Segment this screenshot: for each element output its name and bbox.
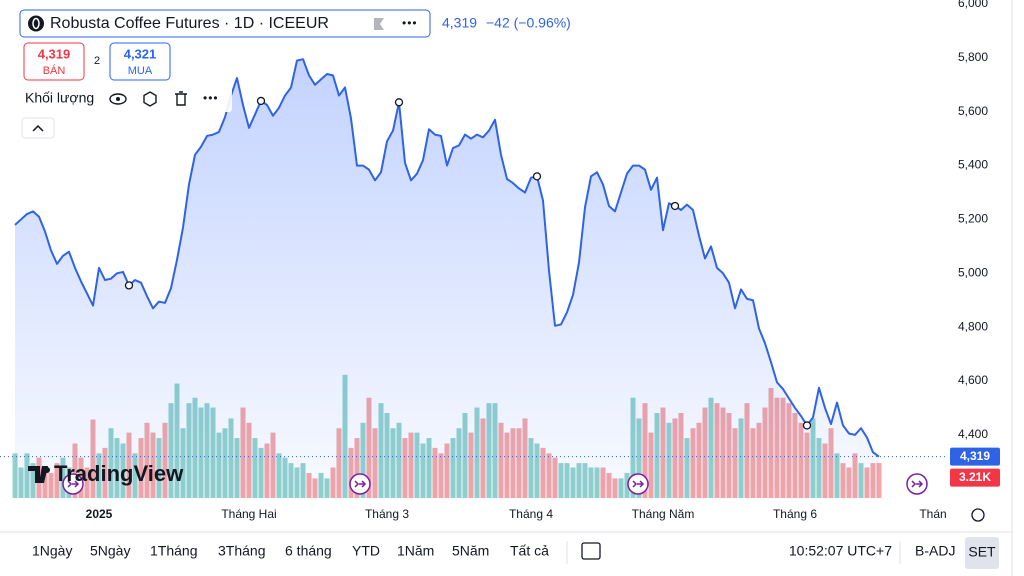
flag-icon[interactable] xyxy=(374,18,384,30)
y-tick-label: 6,000 xyxy=(958,0,988,10)
x-tick-label: Thán xyxy=(919,507,946,521)
x-tick-label: Tháng Năm xyxy=(632,507,695,521)
range-button[interactable]: Tất cả xyxy=(510,543,549,559)
range-button[interactable]: 5Ngày xyxy=(90,543,130,559)
jump-arrow xyxy=(911,480,924,488)
range-button[interactable]: 3Tháng xyxy=(218,543,265,559)
symbol-icon xyxy=(28,15,44,32)
logo: TradingView xyxy=(28,461,184,486)
quote-price: 4,319 xyxy=(442,15,477,31)
y-tick-label: 5,200 xyxy=(958,212,988,226)
x-tick-label: Tháng 3 xyxy=(365,507,409,521)
range-button[interactable]: 1Năm xyxy=(397,543,434,559)
event-marker[interactable] xyxy=(256,96,266,106)
delete-icon[interactable] xyxy=(175,91,187,106)
logo-dot xyxy=(44,467,50,473)
overlay: 4,400 4,600 4,800 5,000 5,200 5,400 5,600 5,800… xyxy=(62,0,1000,521)
x-tick-label: Tháng Hai xyxy=(221,507,276,521)
adjust-button[interactable]: B-ADJ xyxy=(915,543,955,559)
event-marker[interactable] xyxy=(532,172,542,181)
last-price-label: 4,319 xyxy=(960,449,990,463)
collapse-button[interactable] xyxy=(21,117,55,139)
event-marker[interactable] xyxy=(124,281,134,290)
spread: 2 xyxy=(94,55,100,67)
y-tick-label: 5,600 xyxy=(958,104,988,118)
x-tick-label: Tháng 4 xyxy=(509,507,553,521)
x-tick-label: Tháng 6 xyxy=(773,507,817,521)
y-tick-label: 5,400 xyxy=(958,158,988,172)
collapse-icon xyxy=(32,124,44,132)
last-volume-label: 3.21K xyxy=(959,470,991,484)
y-tick-label: 4,400 xyxy=(958,427,988,441)
sell-price: 4,319 xyxy=(38,46,71,61)
settings-icon[interactable] xyxy=(143,91,157,107)
event-marker[interactable] xyxy=(802,421,812,430)
range-button[interactable]: 1Ngày xyxy=(32,543,72,559)
jump-arrow xyxy=(632,480,645,488)
y-tick-label: 5,000 xyxy=(958,265,988,279)
y-tick-label: 4,800 xyxy=(958,319,988,333)
x-tick-label: 2025 xyxy=(86,507,113,521)
last-price-box xyxy=(950,447,1000,466)
range-button[interactable]: YTD xyxy=(352,543,380,559)
more-icon[interactable]: ••• xyxy=(402,16,418,30)
volume-legend: Khối lượng xyxy=(25,90,94,106)
buy-label: MUA xyxy=(128,65,153,77)
eye-icon[interactable] xyxy=(109,93,127,105)
price-area xyxy=(15,59,879,500)
date-range-icon[interactable] xyxy=(581,542,601,560)
event-marker[interactable] xyxy=(670,201,680,211)
clock: 10:52:07 UTC+7 xyxy=(789,543,892,559)
sell-button[interactable] xyxy=(23,42,85,81)
plot-area xyxy=(0,58,945,500)
range-button[interactable]: 1Tháng xyxy=(150,543,197,559)
logo-text: TradingView xyxy=(54,461,184,486)
last-volume-box xyxy=(950,468,1000,487)
session-button-bg[interactable] xyxy=(965,537,999,569)
buy-button[interactable] xyxy=(109,42,171,81)
y-tick-label: 4,600 xyxy=(958,373,988,387)
range-button[interactable]: 6 tháng xyxy=(285,543,332,559)
event-marker[interactable] xyxy=(394,98,404,107)
buy-price: 4,321 xyxy=(124,46,157,61)
symbol-title: Robusta Coffee Futures · 1D · ICEEUR xyxy=(50,15,329,32)
sell-label: BÁN xyxy=(43,64,66,77)
y-tick-label: 5,800 xyxy=(958,50,988,64)
symbol-icon-bean xyxy=(32,17,40,30)
symbol-box[interactable] xyxy=(19,9,431,38)
logo-mark xyxy=(28,466,48,483)
price-line xyxy=(14,58,880,458)
session-button[interactable]: SET xyxy=(968,544,996,560)
range-button[interactable]: 5Năm xyxy=(452,543,489,559)
jump-arrow xyxy=(354,480,367,488)
axis-settings-icon[interactable] xyxy=(971,508,985,522)
more-icon[interactable]: ••• xyxy=(203,91,219,105)
eye-pupil xyxy=(116,97,120,101)
quote-change: −42 (−0.96%) xyxy=(486,15,571,31)
jump-arrow xyxy=(67,480,80,488)
